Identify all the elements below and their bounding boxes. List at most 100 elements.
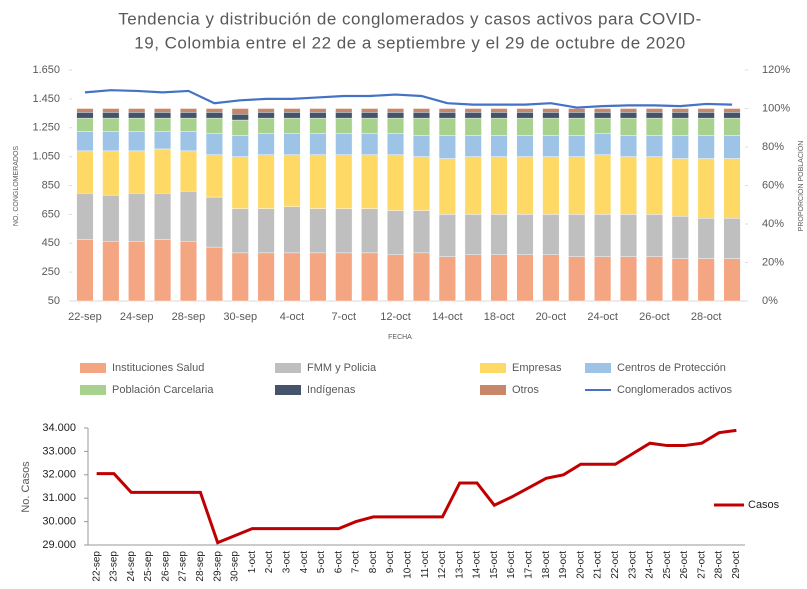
bar-segment [542, 254, 560, 302]
bar-segment [516, 135, 534, 157]
bar-segment [154, 117, 172, 132]
legend-label: Población Carcelaria [112, 384, 214, 396]
bar-segment [594, 256, 612, 302]
bar-segment [723, 218, 741, 259]
bar-segment [620, 256, 638, 302]
bar-segment [283, 252, 301, 302]
legend-label: Centros de Protección [617, 362, 726, 374]
bar-segment [645, 135, 663, 157]
bar-segment [542, 117, 560, 136]
bar-segment [76, 112, 94, 119]
y2-tick-label: 20% [762, 256, 784, 268]
bar-segment [179, 150, 197, 192]
legend-label: Casos [748, 499, 780, 511]
y2-tick-label: 40% [762, 218, 784, 230]
legend-marker [80, 385, 106, 395]
y-tick-label: 31.000 [42, 492, 76, 504]
bar-segment [697, 158, 715, 219]
chart-title: 19, Colombia entre el 22 de a septiembre… [134, 33, 685, 52]
bar-segment [231, 156, 249, 209]
bar-segment [257, 112, 275, 119]
bar-segment [335, 252, 353, 302]
x-tick-label: 30-sep [230, 551, 241, 582]
bar-segment [464, 254, 482, 302]
bar-segment [620, 108, 638, 113]
bar-segment [723, 117, 741, 136]
bar-segment [335, 112, 353, 119]
bar-segment [361, 108, 379, 113]
bar-segment [335, 108, 353, 113]
bar-segment [490, 112, 508, 119]
y-tick-label: 50 [48, 295, 60, 307]
bar-segment [128, 108, 146, 113]
bar-segment [412, 156, 430, 211]
bar-segment [361, 252, 379, 302]
y-tick-label: 1.450 [32, 93, 60, 105]
bar-segment [464, 214, 482, 255]
y-tick-label: 250 [42, 266, 60, 278]
y2-axis-title: PROPORCIÓN POBLACIÓN [796, 141, 805, 232]
bar-segment [257, 133, 275, 155]
x-tick-label: 29-sep [212, 551, 223, 582]
bar-segment [102, 117, 120, 132]
bar-segment [542, 112, 560, 119]
bar-segment [102, 108, 120, 113]
y-tick-label: 32.000 [42, 469, 76, 481]
bar-segment [257, 108, 275, 113]
x-tick-label: 2-oct [264, 551, 275, 573]
x-tick-label: 28-sep [172, 311, 206, 323]
x-tick-label: 23-sep [109, 551, 120, 582]
bar-segment [464, 156, 482, 215]
bar-segment [283, 117, 301, 134]
bar-segment [620, 156, 638, 215]
bar-segment [102, 241, 120, 302]
bar-segment [387, 210, 405, 255]
bar-segment [516, 108, 534, 113]
x-tick-label: 26-oct [639, 311, 670, 323]
legend-marker [275, 385, 301, 395]
bar-segment [671, 108, 689, 113]
bar-segment [361, 117, 379, 134]
x-tick-label: 24-oct [645, 551, 656, 579]
bar-segment [309, 112, 327, 119]
bar-segment [594, 108, 612, 113]
x-tick-label: 9-oct [385, 551, 396, 573]
bar-segment [231, 119, 249, 136]
bar-segment [723, 158, 741, 219]
bar-segment [594, 154, 612, 215]
x-tick-label: 3-oct [281, 551, 292, 573]
bar-segment [697, 135, 715, 159]
bar-segment [438, 256, 456, 302]
bar-segment [76, 108, 94, 113]
bar-segment [645, 112, 663, 119]
bar-segment [412, 210, 430, 254]
bar-segment [671, 216, 689, 259]
bar-segment [283, 108, 301, 113]
x-tick-label: 5-oct [316, 551, 327, 573]
bar-segment [438, 158, 456, 215]
bar-segment [438, 117, 456, 136]
bar-segment [697, 117, 715, 136]
bar-segment [438, 108, 456, 113]
bar-segment [205, 246, 223, 302]
bar-segment [154, 112, 172, 119]
bar-segment [697, 258, 715, 302]
x-tick-label: 24-sep [120, 311, 154, 323]
bar-segment [257, 117, 275, 134]
bar-segment [568, 108, 586, 113]
bar-segment [205, 196, 223, 248]
bar-segment [645, 108, 663, 113]
bar-segment [179, 241, 197, 302]
x-tick-label: 20-oct [536, 311, 567, 323]
legend-marker [275, 363, 301, 373]
bar-segment [179, 191, 197, 242]
x-tick-label: 28-oct [714, 551, 725, 579]
bar-segment [309, 133, 327, 155]
bar-segment [76, 131, 94, 152]
legend-label: Otros [512, 384, 539, 396]
bar-segment [490, 156, 508, 215]
y-tick-label: 33.000 [42, 445, 76, 457]
bar-segment [568, 135, 586, 157]
